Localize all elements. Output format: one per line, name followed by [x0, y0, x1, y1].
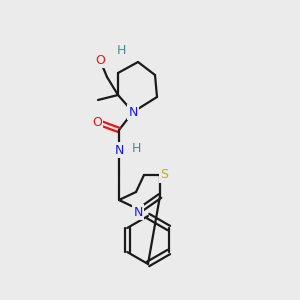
Text: N: N — [128, 106, 138, 118]
Text: H: H — [131, 142, 141, 154]
Text: H: H — [116, 44, 126, 56]
Text: O: O — [95, 53, 105, 67]
Text: N: N — [133, 206, 143, 218]
Text: S: S — [160, 169, 168, 182]
Text: O: O — [92, 116, 102, 130]
Text: N: N — [114, 143, 124, 157]
